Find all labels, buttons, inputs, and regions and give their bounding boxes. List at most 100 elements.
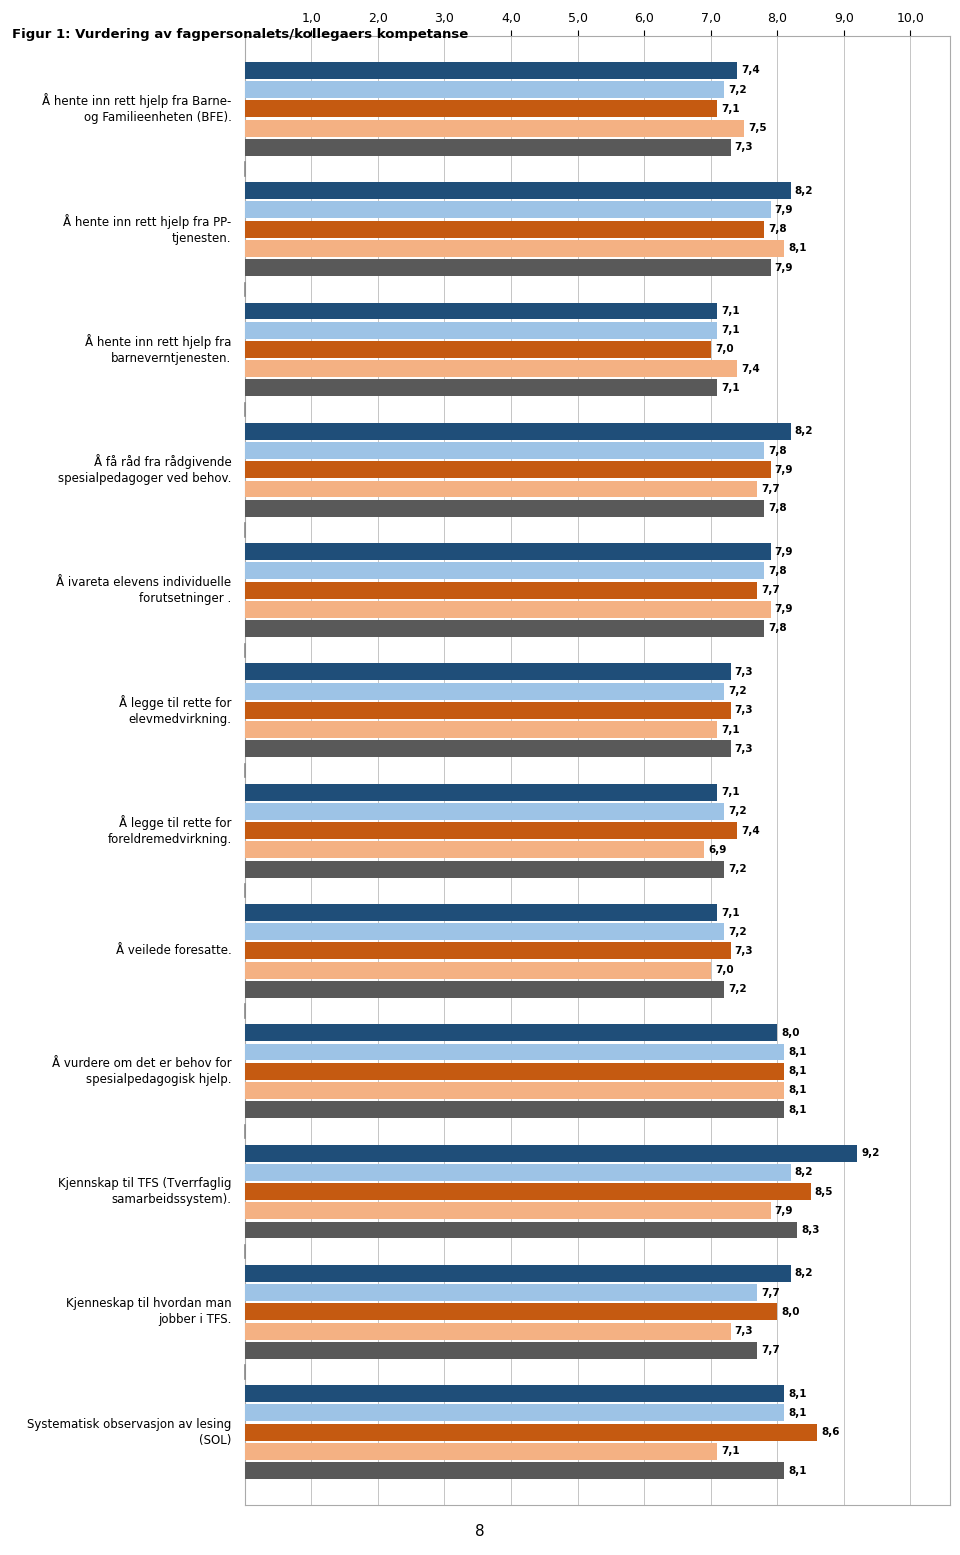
Text: 7,9: 7,9 (775, 263, 793, 272)
Bar (245, 1062, 784, 1079)
Text: 7,9: 7,9 (775, 547, 793, 557)
Text: 7,7: 7,7 (761, 585, 780, 596)
Text: 7,1: 7,1 (721, 306, 740, 316)
Bar (245, 1043, 784, 1061)
Bar (245, 701, 731, 718)
Bar (245, 1342, 757, 1359)
Text: 7,2: 7,2 (728, 84, 747, 95)
Bar (245, 1163, 791, 1180)
Bar (245, 841, 704, 858)
Text: 7,9: 7,9 (775, 465, 793, 474)
Text: 7,2: 7,2 (728, 686, 747, 697)
Bar (245, 1222, 798, 1238)
Bar (245, 1183, 810, 1200)
Bar (245, 582, 757, 599)
Text: 7,8: 7,8 (768, 224, 786, 235)
Bar (245, 981, 724, 998)
Text: 8,0: 8,0 (781, 1306, 800, 1317)
Bar (245, 480, 757, 498)
Text: 7,2: 7,2 (728, 865, 747, 874)
Text: 7,8: 7,8 (768, 566, 786, 575)
Text: Figur 1: Vurdering av fagpersonalets/kollegaers kompetanse: Figur 1: Vurdering av fagpersonalets/kol… (12, 28, 468, 40)
Bar (245, 942, 731, 959)
Text: 8,1: 8,1 (788, 244, 806, 253)
Text: 7,1: 7,1 (721, 787, 740, 798)
Bar (245, 62, 737, 79)
Bar (245, 802, 724, 819)
Text: 7,1: 7,1 (721, 725, 740, 734)
Text: 7,1: 7,1 (721, 1446, 740, 1457)
Text: 7,2: 7,2 (728, 984, 747, 994)
Bar (245, 1424, 817, 1440)
Bar (245, 260, 771, 277)
Text: 8,6: 8,6 (821, 1427, 840, 1437)
Text: 7,4: 7,4 (741, 826, 760, 835)
Bar (245, 664, 731, 681)
Bar (245, 138, 731, 156)
Text: 6,9: 6,9 (708, 844, 727, 855)
Text: 7,9: 7,9 (775, 205, 793, 215)
Text: 8,1: 8,1 (788, 1389, 806, 1398)
Bar (245, 303, 717, 319)
Bar (245, 620, 764, 638)
Text: 7,2: 7,2 (728, 927, 747, 936)
Text: 7,3: 7,3 (734, 945, 754, 956)
Text: 8,2: 8,2 (795, 1168, 813, 1177)
Bar (245, 1101, 784, 1118)
Text: 8,0: 8,0 (781, 1028, 800, 1037)
Text: 7,7: 7,7 (761, 1288, 780, 1297)
Text: 7,3: 7,3 (734, 706, 754, 715)
Bar (245, 239, 784, 257)
Bar (245, 823, 737, 840)
Bar (245, 1025, 778, 1042)
Bar (245, 1264, 791, 1281)
Text: 7,5: 7,5 (748, 123, 767, 134)
Bar (245, 442, 764, 459)
Text: 7,8: 7,8 (768, 504, 786, 513)
Bar (245, 1404, 784, 1421)
Bar (245, 1323, 731, 1339)
Text: 7,3: 7,3 (734, 143, 754, 152)
Bar (245, 361, 737, 378)
Text: 7,9: 7,9 (775, 1205, 793, 1216)
Text: 7,9: 7,9 (775, 605, 793, 614)
Text: 8,3: 8,3 (802, 1225, 820, 1235)
Text: 7,0: 7,0 (715, 966, 733, 975)
Text: 8,5: 8,5 (815, 1186, 833, 1196)
Text: 7,4: 7,4 (741, 364, 760, 373)
Bar (245, 499, 764, 516)
Bar (245, 379, 717, 397)
Text: 7,3: 7,3 (734, 1326, 754, 1336)
Bar (245, 341, 710, 358)
Bar (245, 120, 744, 137)
Text: 7,1: 7,1 (721, 104, 740, 114)
Text: 7,4: 7,4 (741, 65, 760, 76)
Bar (245, 1144, 857, 1162)
Text: 7,8: 7,8 (768, 624, 786, 633)
Text: 7,1: 7,1 (721, 908, 740, 917)
Bar (245, 1303, 778, 1320)
Bar (245, 543, 771, 560)
Text: 7,0: 7,0 (715, 345, 733, 355)
Bar (245, 202, 771, 218)
Text: 8,1: 8,1 (788, 1465, 806, 1476)
Text: 7,7: 7,7 (761, 484, 780, 494)
Text: 8,2: 8,2 (795, 1269, 813, 1278)
Bar (245, 924, 724, 941)
Bar (245, 1284, 757, 1302)
Text: 9,2: 9,2 (861, 1148, 879, 1158)
Bar (245, 322, 717, 339)
Text: 8: 8 (475, 1524, 485, 1539)
Bar (245, 1462, 784, 1479)
Bar (245, 423, 791, 440)
Text: 7,3: 7,3 (734, 667, 754, 676)
Text: 8,1: 8,1 (788, 1104, 806, 1115)
Bar (245, 683, 724, 700)
Bar (245, 600, 771, 617)
Text: 8,2: 8,2 (795, 185, 813, 196)
Text: 7,3: 7,3 (734, 743, 754, 754)
Text: 8,1: 8,1 (788, 1407, 806, 1418)
Text: 7,2: 7,2 (728, 807, 747, 816)
Bar (245, 860, 724, 877)
Bar (245, 722, 717, 739)
